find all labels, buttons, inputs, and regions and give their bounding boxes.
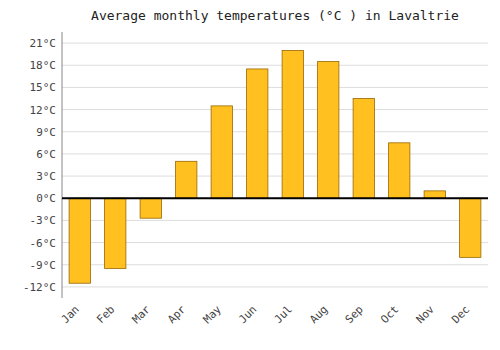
grid-line xyxy=(62,109,488,110)
x-tick-label: May xyxy=(201,303,225,327)
chart: Average monthly temperatures (°C ) in La… xyxy=(0,0,500,350)
bar xyxy=(318,62,339,199)
bar xyxy=(176,161,197,198)
x-tick-label: Apr xyxy=(165,303,189,327)
bar xyxy=(69,198,90,283)
y-tick-label: 21°C xyxy=(30,37,57,50)
y-tick-label: -12°C xyxy=(23,281,56,294)
title: Average monthly temperatures (°C ) in La… xyxy=(91,8,459,23)
x-tick-label: Nov xyxy=(414,303,438,327)
grid-line xyxy=(62,43,488,44)
y-tick-label: -3°C xyxy=(30,214,57,227)
x-tick-label: Sep xyxy=(343,303,366,326)
y-tick-label: 18°C xyxy=(30,59,57,72)
bar xyxy=(105,198,126,268)
grid-line xyxy=(62,131,488,132)
y-tick-label: 9°C xyxy=(36,126,56,139)
bars xyxy=(69,50,481,283)
bar xyxy=(282,50,303,198)
bar xyxy=(389,143,410,198)
bar xyxy=(424,191,445,198)
y-tick-label: 0°C xyxy=(36,192,56,205)
x-tick-label: Jul xyxy=(272,303,295,326)
y-axis-line xyxy=(62,32,63,298)
grid-line xyxy=(62,198,488,199)
grid-line xyxy=(62,153,488,154)
zero-line xyxy=(62,197,488,199)
x-tick-label: Jun xyxy=(236,303,259,326)
grid-line xyxy=(62,65,488,66)
y-tick-label: 15°C xyxy=(30,81,57,94)
x-tick-label: Dec xyxy=(449,303,472,326)
bar xyxy=(353,99,374,199)
x-tick-label: Jan xyxy=(59,303,82,326)
x-tick-label: Mar xyxy=(130,303,154,327)
bar xyxy=(460,198,481,257)
grid-line xyxy=(62,176,488,177)
y-tick-label: 6°C xyxy=(36,148,56,161)
x-tick-label: Aug xyxy=(307,303,330,326)
grid-line xyxy=(62,286,488,287)
y-tick-label: -9°C xyxy=(30,259,57,272)
x-tick-label: Oct xyxy=(378,303,401,326)
bar xyxy=(247,69,268,198)
y-tick-label: 3°C xyxy=(36,170,56,183)
y-tick-label: 12°C xyxy=(30,104,57,117)
y-tick-label: -6°C xyxy=(30,237,57,250)
bar xyxy=(140,198,161,218)
chart-container: Average monthly temperatures (°C ) in La… xyxy=(0,0,500,350)
bar xyxy=(211,106,232,198)
grid-line xyxy=(62,87,488,88)
grid xyxy=(62,43,488,287)
x-tick-label: Feb xyxy=(94,303,117,326)
